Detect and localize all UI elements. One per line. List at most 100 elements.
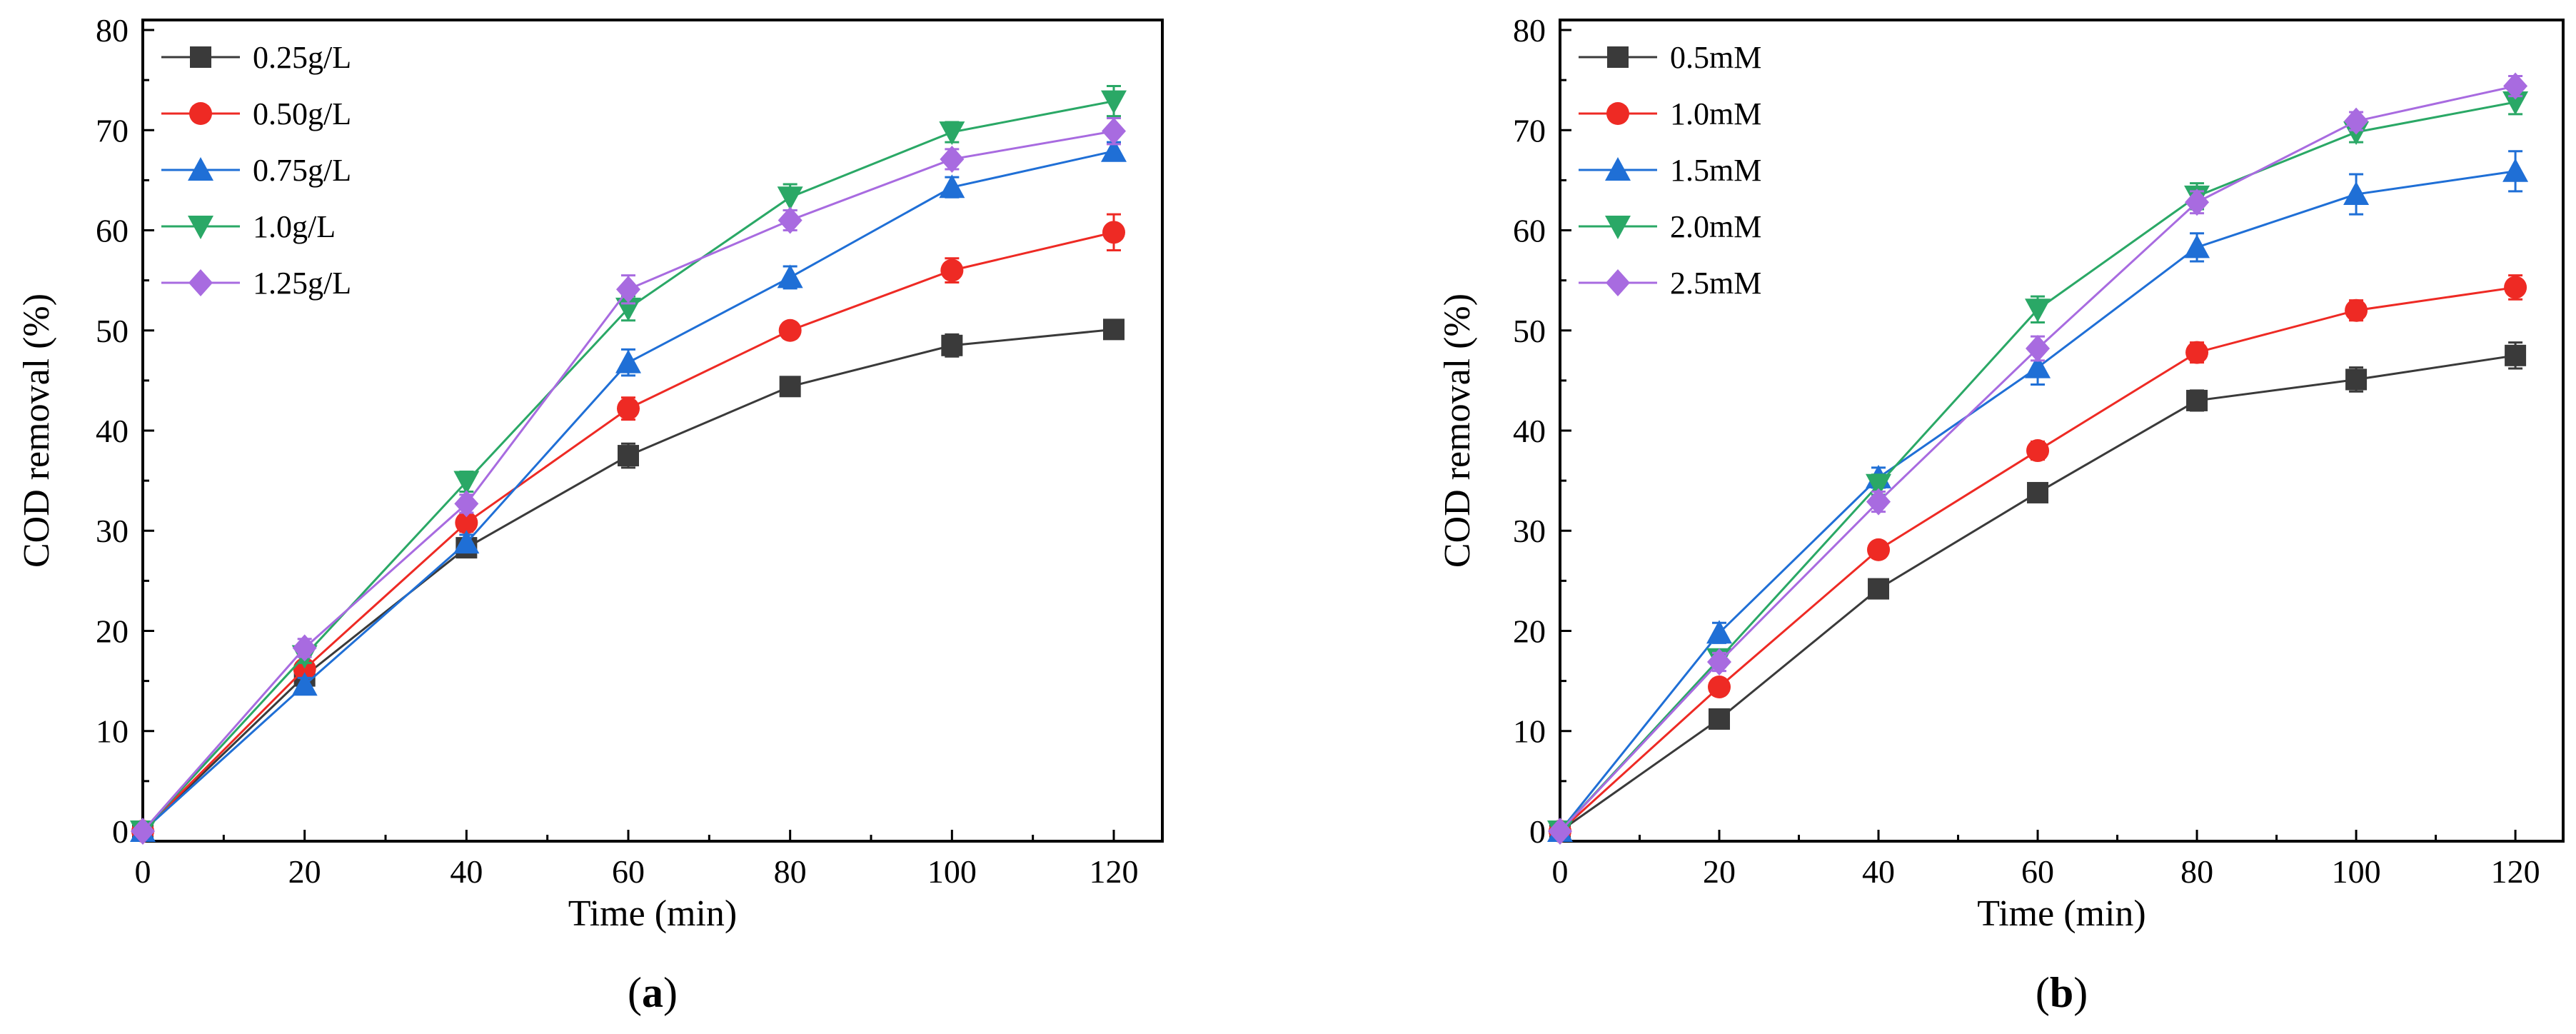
data-point [292,634,317,662]
data-point [778,206,803,234]
data-point [2027,481,2049,503]
legend-label: 1.0mM [1670,96,1761,131]
data-point [1102,221,1125,244]
x-axis-title: Time (min) [568,893,737,934]
y-tick-label: 0 [1529,813,1546,850]
y-tick-label: 30 [96,513,129,549]
x-tick-label: 20 [288,853,321,890]
x-tick-label: 100 [2332,853,2381,890]
legend-label: 0.5mM [1670,40,1761,75]
panel-caption-letter: a [642,969,663,1016]
data-point [1548,817,1572,845]
legend-label: 0.75g/L [253,153,351,188]
panel-caption: (a) [628,969,678,1016]
legend-label: 2.0mM [1670,209,1761,244]
data-point [454,490,479,518]
x-tick-label: 100 [927,853,977,890]
data-point [2184,234,2210,258]
x-tick-label: 0 [135,853,151,890]
y-tick-label: 10 [96,713,129,750]
data-point [1707,648,1732,676]
x-tick-label: 80 [2180,853,2213,890]
data-point [617,397,640,421]
data-point [940,145,965,173]
data-point [291,672,318,696]
x-tick-label: 60 [2021,853,2054,890]
y-tick-label: 80 [1513,12,1546,49]
data-point [455,511,478,535]
data-point [1709,708,1731,730]
legend-label: 1.0g/L [253,209,336,244]
legend-marker [190,46,211,68]
legend-label: 2.5mM [1670,266,1761,301]
x-tick-label: 80 [774,853,807,890]
data-point [131,817,155,845]
data-point [618,445,639,467]
data-point [2503,72,2528,100]
x-axis-title: Time (min) [1977,893,2145,934]
legend: 0.5mM 1.0mM 1.5mM 2.0mM 2.5mM [1579,40,1761,301]
data-point [777,186,803,211]
data-point [2343,181,2370,206]
data-point [1101,138,1127,162]
y-axis-title: COD removal (%) [16,293,57,568]
series-1.0mM [1549,274,2527,843]
chart-panel-b: 0 20 40 60 80 100 120 0 10 20 30 40 50 60 70 80 Time (mi… [1437,12,2565,1016]
chart-panel-a: 0 20 40 60 80 100 120 0 10 20 30 40 50 60 70 80 Time (mi… [16,12,1164,1016]
legend-marker [188,157,213,181]
y-tick-label: 20 [96,613,129,649]
data-point [2345,298,2368,322]
legend-marker [1606,269,1630,296]
data-point [940,258,964,282]
y-tick-label: 50 [1513,313,1546,349]
x-tick-label: 60 [612,853,645,890]
series-line [141,150,1115,833]
series-2.5mM [1548,72,2528,845]
data-point [939,121,965,146]
legend-marker [189,102,212,125]
legend-marker [188,269,213,296]
data-point [1101,90,1127,114]
data-point [2505,344,2527,366]
data-point [2026,335,2051,362]
legend: 0.25g/L 0.50g/L 0.75g/L 1.0g/L 1.25g/L [161,40,351,301]
y-axis-title: COD removal (%) [1437,293,1478,568]
series-0.5mM [1549,341,2527,842]
x-tick-label: 40 [450,853,483,890]
data-point [2502,91,2529,115]
legend-label: 1.25g/L [253,266,351,301]
y-tick-label: 70 [96,112,129,149]
data-point [777,264,803,288]
data-point [615,349,641,373]
data-point [939,174,965,199]
data-point [2502,158,2529,182]
data-point [2344,107,2369,135]
series-1.25g/L [131,116,1126,845]
y-tick-label: 50 [96,313,129,349]
y-tick-label: 0 [112,813,129,850]
panel-caption-letter: b [2050,969,2073,1016]
data-point [453,471,480,495]
y-tick-label: 20 [1513,613,1546,649]
data-point [616,276,640,303]
data-point [1866,488,1891,516]
y-tick-label: 60 [1513,213,1546,249]
data-point [1103,318,1125,341]
legend-marker [1606,102,1629,125]
data-point [779,376,801,398]
series-line [1559,354,2516,833]
x-tick-label: 120 [1090,853,1139,890]
data-point [1706,620,1733,644]
series-0.75g/L [130,138,1127,842]
legend-label: 1.5mM [1670,153,1761,188]
plot-frame [141,19,1164,843]
data-point [2026,439,2050,463]
data-point [2025,298,2051,323]
x-tick-label: 40 [1862,853,1895,890]
series-line [141,231,1115,833]
y-tick-label: 40 [1513,413,1546,449]
data-point [2025,354,2051,378]
data-point [778,318,802,342]
data-point [2185,189,2210,216]
data-point [2186,389,2208,411]
